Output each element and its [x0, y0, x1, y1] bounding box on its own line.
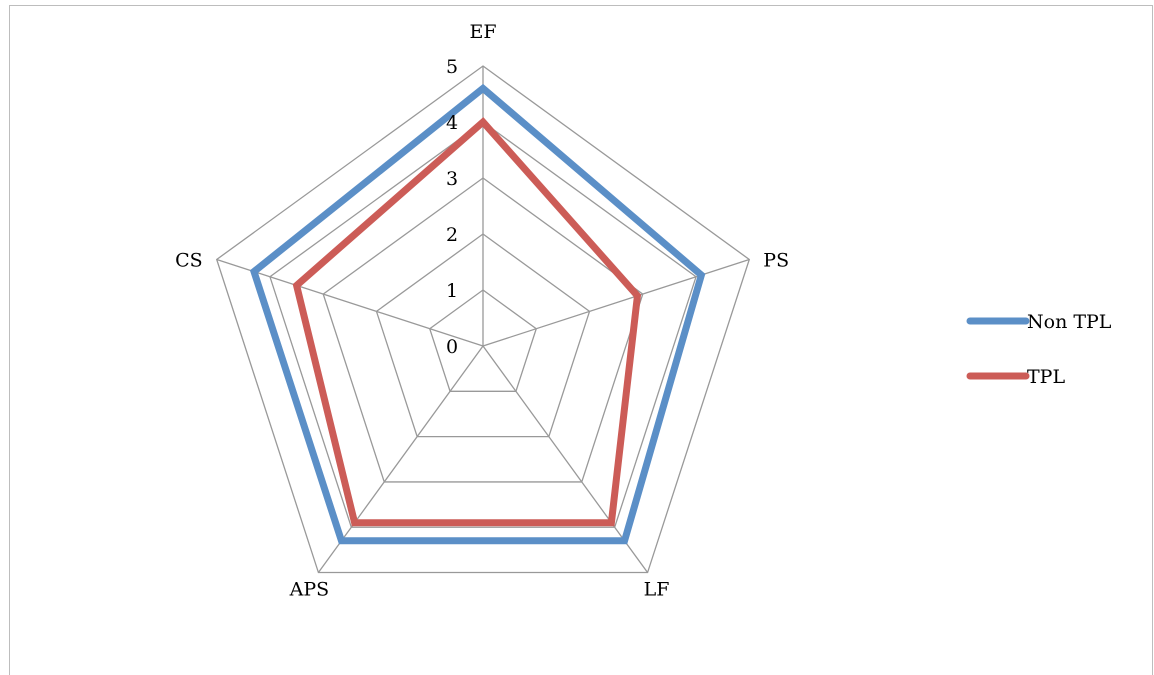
tick-label-4: 4: [446, 112, 458, 134]
legend-label-tpl: TPL: [1027, 366, 1065, 388]
tick-label-1: 1: [446, 280, 458, 302]
chart-frame: [9, 5, 1153, 675]
legend-label-non-tpl: Non TPL: [1027, 311, 1112, 333]
spoke-cs: [216, 258, 484, 347]
axis-label-aps: APS: [289, 579, 330, 601]
grid-layer: [215, 65, 751, 574]
grid-ring-4: [269, 121, 697, 528]
tick-label-5: 5: [446, 56, 458, 78]
series-line-tpl: [292, 117, 642, 527]
axis-label-ps: PS: [763, 249, 789, 271]
grid-ring-5: [215, 65, 751, 574]
tick-label-2: 2: [446, 224, 458, 246]
grid-ring-2: [375, 233, 591, 438]
axis-label-ef: EF: [469, 21, 496, 43]
grid-ring-1: [428, 289, 538, 392]
tick-label-3: 3: [446, 168, 458, 190]
label-layer: 0 1 2 3 4 5 EF PS LF APS CS: [175, 21, 789, 601]
legend: Non TPL TPL: [966, 311, 1112, 388]
spoke-aps: [317, 345, 484, 573]
axis-label-cs: CS: [175, 249, 203, 271]
series-line-non-tpl: [249, 83, 706, 545]
series-layer: [249, 83, 706, 545]
spoke-lf: [482, 345, 649, 573]
tick-label-0: 0: [446, 336, 458, 358]
axis-label-lf: LF: [644, 579, 670, 601]
